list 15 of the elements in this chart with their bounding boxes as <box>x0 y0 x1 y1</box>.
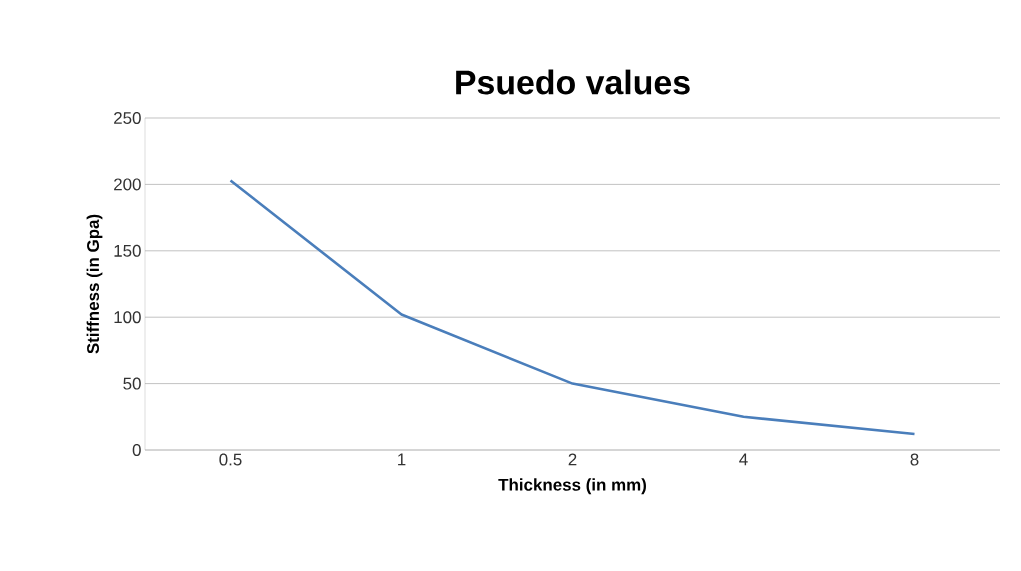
x-tick-label: 0.5 <box>219 453 242 466</box>
x-tick-label: 2 <box>568 453 577 466</box>
y-tick-label: 250 <box>114 112 141 124</box>
y-axis-title: Stiffness (in Gpa) <box>86 214 103 354</box>
y-tick-label: 0 <box>132 444 141 456</box>
x-tick-label: 1 <box>398 453 406 466</box>
y-tick-label: 100 <box>114 311 141 324</box>
y-tick-label: 50 <box>123 377 141 390</box>
x-tick-label: 8 <box>910 453 919 466</box>
y-tick-label: 150 <box>114 244 141 257</box>
x-tick-label: 4 <box>739 453 748 466</box>
chart-title: Psuedo values <box>456 69 690 95</box>
x-axis-title: Thickness (in mm) <box>498 478 646 495</box>
y-tick-label: 200 <box>114 178 141 191</box>
line-series <box>229 179 916 436</box>
